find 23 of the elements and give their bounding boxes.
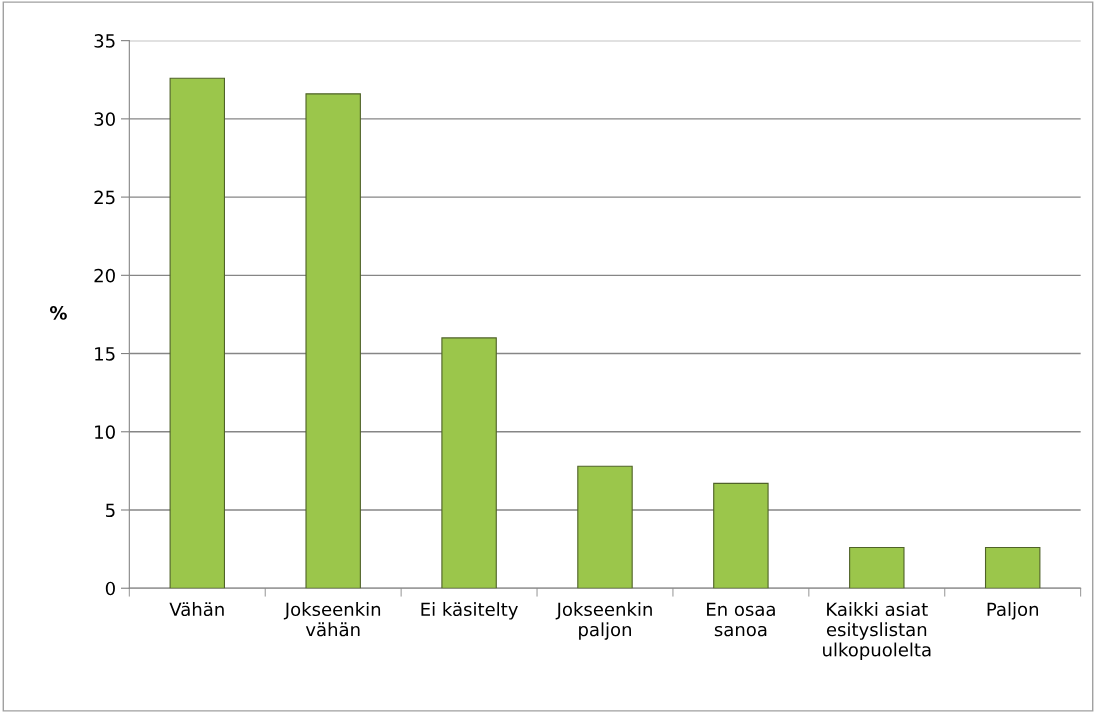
y-tick-label: 5 xyxy=(106,503,115,518)
bar xyxy=(169,77,226,589)
y-tick-label: 35 xyxy=(94,34,115,48)
x-tick-label: Paljon xyxy=(987,602,1038,620)
bar xyxy=(441,337,497,589)
y-tick-label: 20 xyxy=(94,268,115,283)
bar xyxy=(984,546,1041,589)
x-tick-label: Kaikki asiat esityslistan ulkopuolelta xyxy=(823,602,931,661)
y-tick-label: 15 xyxy=(95,347,115,361)
x-tick-label: Vähän xyxy=(169,602,224,617)
y-tick-label: 30 xyxy=(94,112,115,126)
bar xyxy=(305,93,361,589)
bar xyxy=(713,482,769,589)
y-tick-label: 10 xyxy=(95,425,115,439)
x-tick-label: Jokseenkin paljon xyxy=(555,602,652,640)
bar xyxy=(577,465,633,589)
y-tick-label: 0 xyxy=(105,581,115,596)
bar xyxy=(849,546,905,589)
x-tick-label: Ei käsitelty xyxy=(421,602,518,620)
x-tick-label: Jokseenkin vähän xyxy=(283,602,381,637)
x-tick-label: En osaa sanoa xyxy=(707,602,775,637)
y-tick-label: 25 xyxy=(94,190,115,205)
y-axis-title: % xyxy=(49,306,67,320)
